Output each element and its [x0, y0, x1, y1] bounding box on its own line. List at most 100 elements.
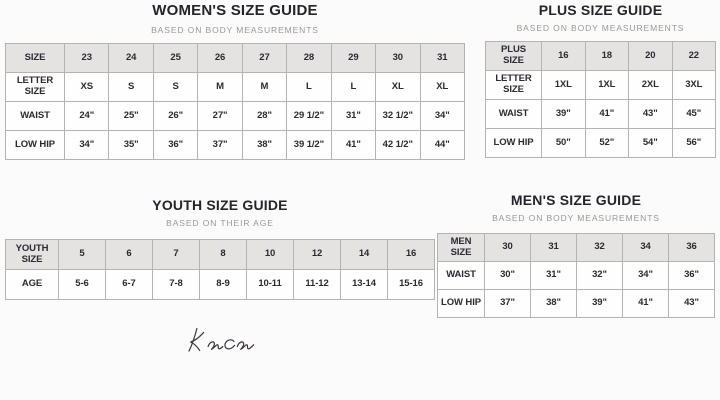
value-cell: 32"	[576, 261, 623, 290]
table-row: AGE 5-6 6-7 7-8 8-9 10-11 11-12 13-14 15-16	[5, 269, 435, 300]
value-cell: 31"	[330, 101, 377, 131]
value-cell: 36"	[668, 261, 715, 290]
value-cell: 25	[152, 43, 199, 73]
value-cell: 34	[622, 233, 669, 262]
value-cell: 41"	[584, 99, 629, 129]
row-label-cell: WAIST	[485, 99, 542, 129]
row-label-cell: WAIST	[5, 101, 65, 131]
row-label-cell: LETTER SIZE	[5, 72, 65, 102]
value-cell: 39"	[576, 289, 623, 318]
value-cell: 52"	[584, 128, 629, 158]
womens-size-guide: WOMEN'S SIZE GUIDE BASED ON BODY MEASURE…	[5, 2, 465, 160]
table-row: WAIST 30" 31" 32" 34" 36"	[437, 261, 715, 290]
value-cell: 37"	[484, 289, 531, 318]
value-cell: 10-11	[246, 269, 294, 300]
value-cell: L	[286, 72, 332, 102]
value-cell: 44"	[419, 130, 465, 160]
youth-size-table: YOUTH SIZE 5 6 7 8 10 12 14 16 AGE 5-6 6-7 7-8 8-9 10-…	[5, 239, 435, 300]
value-cell: S	[152, 72, 199, 102]
value-cell: M	[197, 72, 243, 102]
womens-size-table: SIZE 23 24 25 26 27 28 29 30 31 LETTER SIZE XS S S M M L…	[5, 43, 465, 160]
value-cell: 37"	[197, 130, 243, 160]
value-cell: 56"	[671, 128, 716, 158]
row-label-cell: SIZE	[5, 43, 65, 73]
value-cell: 24	[108, 43, 154, 73]
value-cell: 29 1/2"	[286, 101, 332, 131]
header-row: SIZE 23 24 25 26 27 28 29 30 31	[5, 43, 465, 73]
row-label-cell: AGE	[5, 269, 59, 300]
value-cell: 12	[293, 239, 341, 270]
value-cell: 13-14	[340, 269, 388, 300]
row-label-cell: LOW HIP	[5, 130, 65, 160]
value-cell: 6-7	[105, 269, 153, 300]
table-row: LETTER SIZE 1XL 1XL 2XL 3XL	[485, 70, 716, 100]
value-cell: 27	[241, 43, 288, 73]
value-cell: 32	[576, 233, 623, 262]
value-cell: 3XL	[671, 70, 716, 100]
value-cell: 15-16	[387, 269, 435, 300]
value-cell: 38"	[530, 289, 577, 318]
value-cell: 35"	[108, 130, 154, 160]
value-cell: 5-6	[58, 269, 106, 300]
guide-title: YOUTH SIZE GUIDE	[152, 197, 288, 213]
value-cell: 36	[668, 233, 715, 262]
value-cell: 30	[484, 233, 531, 262]
value-cell: 28	[286, 43, 332, 73]
value-cell: 34"	[419, 101, 465, 131]
value-cell: 30	[375, 43, 421, 73]
value-cell: XL	[419, 72, 465, 102]
value-cell: 27"	[197, 101, 243, 131]
value-cell: 1XL	[541, 70, 586, 100]
value-cell: 39"	[541, 99, 586, 129]
youth-size-guide: YOUTH SIZE GUIDE BASED ON THEIR AGE YOUT…	[5, 197, 435, 300]
table-row: LOW HIP 34" 35" 36" 37" 38" 39 1/2" 41" 42 1/2" 4…	[5, 130, 465, 160]
value-cell: 6	[105, 239, 153, 270]
value-cell: 11-12	[293, 269, 341, 300]
value-cell: 5	[58, 239, 106, 270]
value-cell: 34"	[622, 261, 669, 290]
guide-title: WOMEN'S SIZE GUIDE	[152, 2, 318, 19]
value-cell: 28"	[241, 101, 288, 131]
row-label-cell: MEN SIZE	[437, 233, 485, 262]
value-cell: 8	[199, 239, 247, 270]
row-label-cell: LOW HIP	[485, 128, 542, 158]
row-label-cell: LOW HIP	[437, 289, 485, 318]
value-cell: 1XL	[584, 70, 629, 100]
value-cell: 39 1/2"	[286, 130, 332, 160]
plus-size-table: PLUS SIZE 16 18 20 22 LETTER SIZE 1XL 1XL 2XL 3XL…	[485, 41, 716, 158]
value-cell: 31	[530, 233, 577, 262]
value-cell: 23	[63, 43, 110, 73]
value-cell: 2XL	[628, 70, 673, 100]
value-cell: 7	[152, 239, 200, 270]
value-cell: 25"	[108, 101, 154, 131]
kancan-signature-logo	[180, 324, 270, 360]
value-cell: 43"	[628, 99, 673, 129]
value-cell: 16	[541, 41, 586, 71]
value-cell: 10	[246, 239, 294, 270]
mens-size-guide: MEN'S SIZE GUIDE BASED ON BODY MEASUREME…	[437, 192, 715, 318]
value-cell: XS	[63, 72, 110, 102]
value-cell: S	[108, 72, 154, 102]
signature-ink-icon	[188, 327, 255, 352]
value-cell: 8-9	[199, 269, 247, 300]
value-cell: 50"	[541, 128, 586, 158]
value-cell: 26	[197, 43, 243, 73]
value-cell: 36"	[152, 130, 199, 160]
row-label-cell: PLUS SIZE	[485, 41, 542, 71]
header-row: MEN SIZE 30 31 32 34 36	[437, 233, 715, 262]
value-cell: 26"	[152, 101, 199, 131]
plus-size-guide: PLUS SIZE GUIDE BASED ON BODY MEASUREMEN…	[485, 2, 716, 158]
guide-subtitle: BASED ON BODY MEASUREMENTS	[516, 23, 685, 33]
header-row: YOUTH SIZE 5 6 7 8 10 12 14 16	[5, 239, 435, 270]
value-cell: 43"	[668, 289, 715, 318]
row-label-cell: WAIST	[437, 261, 485, 290]
value-cell: 38"	[241, 130, 288, 160]
value-cell: M	[241, 72, 288, 102]
value-cell: 32 1/2"	[375, 101, 421, 131]
row-label-cell: YOUTH SIZE	[5, 239, 59, 270]
value-cell: 22	[671, 41, 716, 71]
value-cell: 24"	[63, 101, 110, 131]
value-cell: 41"	[330, 130, 377, 160]
value-cell: 31	[419, 43, 465, 73]
value-cell: 7-8	[152, 269, 200, 300]
